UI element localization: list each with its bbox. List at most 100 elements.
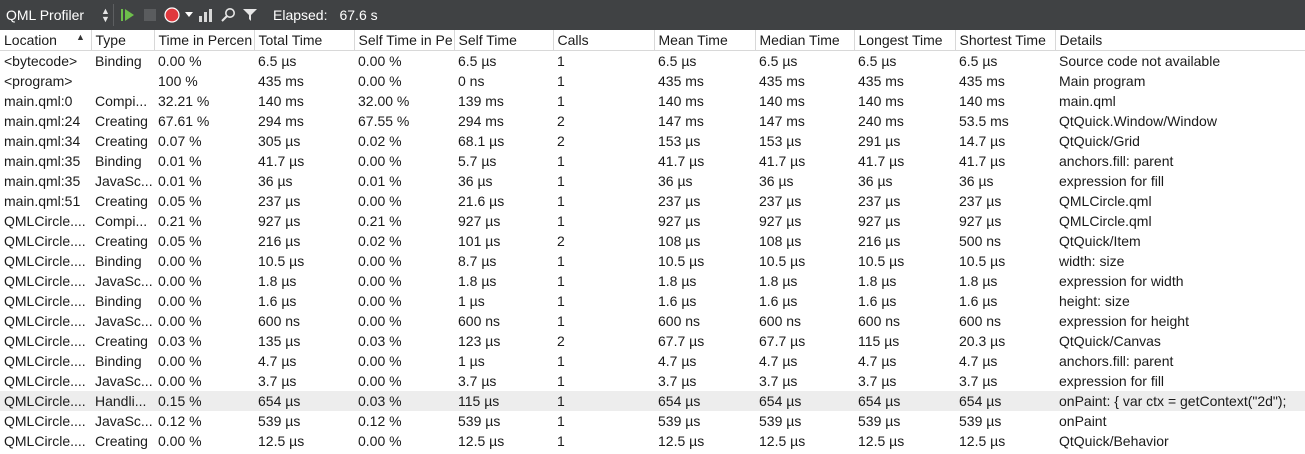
table-row[interactable]: QMLCircle.... Creating 0.05 % 216 µs 0.02 % 1…: [0, 231, 1305, 251]
column-longest-time-cell: 41.7 µs: [858, 153, 905, 169]
table-row[interactable]: QMLCircle.... Binding 0.00 % 10.5 µs 0.00 % 8…: [0, 251, 1305, 271]
column-shortest-time-cell: 654 µs: [955, 391, 1055, 411]
column-self-time-cell: 600 ns: [458, 313, 501, 329]
column-header-label: Self Time: [458, 32, 517, 48]
column-calls-cell: 1: [557, 353, 565, 369]
column-details-cell: QtQuick/Canvas: [1059, 333, 1161, 349]
column-calls-header[interactable]: Calls: [553, 30, 655, 51]
column-median-time-cell: 153 µs: [759, 133, 802, 149]
column-total-time-header[interactable]: Total Time: [254, 30, 355, 51]
column-mean-time-header[interactable]: Mean Time: [654, 30, 756, 51]
column-details-header[interactable]: Details: [1055, 30, 1305, 51]
table-row[interactable]: QMLCircle.... JavaSc... 0.12 % 539 µs 0.12 %…: [0, 411, 1305, 431]
search-icon: [221, 8, 235, 22]
table-row[interactable]: QMLCircle.... JavaSc... 0.00 % 600 ns 0.00 %…: [0, 311, 1305, 331]
column-self-time-percent-header[interactable]: Self Time in Pe: [354, 30, 455, 51]
column-time-percent-cell: 0.00 %: [158, 313, 202, 329]
column-calls-cell: 2: [557, 233, 565, 249]
column-location-cell: QMLCircle....: [0, 391, 91, 411]
column-location-cell: QMLCircle....: [4, 353, 86, 369]
column-mean-time-cell: 435 ms: [658, 73, 704, 89]
column-median-time-cell: 6.5 µs: [759, 53, 798, 69]
column-shortest-time-cell: 927 µs: [959, 213, 1002, 229]
column-median-time-cell: 1.6 µs: [759, 293, 798, 309]
table-row[interactable]: QMLCircle.... Compi... 0.21 % 927 µs 0.21 % 9…: [0, 211, 1305, 231]
column-shortest-time-cell: 14.7 µs: [959, 133, 1006, 149]
column-type-header[interactable]: Type: [91, 30, 155, 51]
statistics-button[interactable]: [195, 0, 217, 30]
table-row[interactable]: QMLCircle.... JavaSc... 0.00 % 1.8 µs 0.00 %…: [0, 271, 1305, 291]
column-location-cell: <program>: [4, 73, 73, 89]
profiler-toolbar: QML Profiler ▲ ▼: [0, 0, 1305, 30]
column-self-time-percent-cell: 0.00 %: [358, 353, 402, 369]
column-median-time-cell: 36 µs: [759, 173, 794, 189]
column-self-time-cell: 1 µs: [458, 293, 485, 309]
table-row[interactable]: QMLCircle.... Binding 0.00 % 1.6 µs 0.00 % 1 …: [0, 291, 1305, 311]
column-longest-time-header[interactable]: Longest Time: [854, 30, 956, 51]
column-header-label: Details: [1059, 32, 1103, 48]
filter-button[interactable]: [239, 0, 261, 30]
column-details-cell: QMLCircle.qml: [1059, 213, 1152, 229]
column-details-cell: main.qml: [1059, 93, 1116, 109]
column-self-time-cell: 68.1 µs: [458, 133, 505, 149]
column-median-time-cell: 237 µs: [759, 193, 802, 209]
column-mean-time-cell: 147 ms: [658, 113, 704, 129]
column-longest-time-cell: 3.7 µs: [858, 373, 897, 389]
run-profile-button[interactable]: [117, 0, 139, 30]
table-row[interactable]: QMLCircle.... Creating 0.03 % 135 µs 0.03 % 1…: [0, 331, 1305, 351]
column-type-cell: JavaSc...: [95, 413, 153, 429]
column-total-time-cell: 237 µs: [258, 193, 301, 209]
column-type-cell: Creating: [95, 233, 148, 249]
column-details-cell: expression for height: [1059, 313, 1189, 329]
column-self-time-cell: 115 µs: [454, 391, 553, 411]
column-header-label: Calls: [557, 32, 589, 48]
column-total-time-cell: 140 ms: [258, 93, 304, 109]
table-row[interactable]: main.qml:0 Compi... 32.21 % 140 ms 32.00 % 13…: [0, 91, 1305, 111]
column-total-time-cell: 135 µs: [258, 333, 301, 349]
table-row[interactable]: main.qml:35 JavaSc... 0.01 % 36 µs 0.01 % 36 …: [0, 171, 1305, 191]
table-row[interactable]: <program> 100 % 435 ms 0.00 % 0 ns 1 435 ms 435…: [0, 71, 1305, 91]
column-type-cell: Binding: [95, 353, 142, 369]
column-location-header[interactable]: Location ▲: [0, 30, 92, 51]
column-type-cell: Creating: [95, 133, 148, 149]
column-total-time-cell: 6.5 µs: [258, 53, 297, 69]
table-row[interactable]: QMLCircle.... Creating 0.00 % 12.5 µs 0.00 %…: [0, 431, 1305, 451]
column-shortest-time-cell: 10.5 µs: [959, 253, 1006, 269]
column-time-percent-header[interactable]: Time in Percen: [154, 30, 255, 51]
column-self-time-percent-cell: 0.12 %: [358, 413, 402, 429]
table-row[interactable]: main.qml:35 Binding 0.01 % 41.7 µs 0.00 % 5.7…: [0, 151, 1305, 171]
column-type-cell: Creating: [95, 433, 148, 449]
table-row[interactable]: QMLCircle.... Binding 0.00 % 4.7 µs 0.00 % 1 …: [0, 351, 1305, 371]
column-details-cell: onPaint: { var ctx = getContext("2d");: [1055, 391, 1305, 411]
view-selector[interactable]: QML Profiler ▲ ▼: [0, 0, 110, 30]
table-row[interactable]: QMLCircle.... Handli... 0.15 % 654 µs 0.03 %…: [0, 391, 1305, 411]
run-profile-icon: [121, 9, 134, 21]
record-options-dropdown[interactable]: [183, 0, 195, 30]
stop-button[interactable]: [139, 0, 161, 30]
column-type-cell: Creating: [95, 193, 148, 209]
column-self-time-header[interactable]: Self Time: [454, 30, 554, 51]
column-shortest-time-cell: 1.8 µs: [959, 273, 998, 289]
stop-icon: [144, 9, 156, 21]
column-total-time-cell: 4.7 µs: [258, 353, 297, 369]
column-self-time-percent-cell: 0.00 %: [358, 193, 402, 209]
column-calls-cell: 1: [557, 253, 565, 269]
column-calls-cell: 1: [557, 153, 565, 169]
column-median-time-header[interactable]: Median Time: [755, 30, 855, 51]
record-button[interactable]: [161, 0, 183, 30]
column-header-label: Shortest Time: [959, 32, 1046, 48]
table-row[interactable]: main.qml:51 Creating 0.05 % 237 µs 0.00 % 21.…: [0, 191, 1305, 211]
table-row[interactable]: main.qml:34 Creating 0.07 % 305 µs 0.02 % 68.…: [0, 131, 1305, 151]
column-shortest-time-cell: 600 ns: [959, 313, 1002, 329]
table-row[interactable]: QMLCircle.... JavaSc... 0.00 % 3.7 µs 0.00 %…: [0, 371, 1305, 391]
column-mean-time-cell: 10.5 µs: [658, 253, 705, 269]
table-row[interactable]: <bytecode> Binding 0.00 % 6.5 µs 0.00 % 6.5 µ…: [0, 51, 1305, 72]
column-self-time-cell: 6.5 µs: [458, 53, 497, 69]
column-self-time-cell: 539 µs: [458, 413, 501, 429]
column-longest-time-cell: 435 ms: [858, 73, 904, 89]
column-shortest-time-header[interactable]: Shortest Time: [955, 30, 1056, 51]
table-row[interactable]: main.qml:24 Creating 67.61 % 294 ms 67.55 % 2…: [0, 111, 1305, 131]
search-button[interactable]: [217, 0, 239, 30]
column-median-time-cell: 654 µs: [755, 391, 854, 411]
column-location-cell: QMLCircle....: [4, 333, 86, 349]
